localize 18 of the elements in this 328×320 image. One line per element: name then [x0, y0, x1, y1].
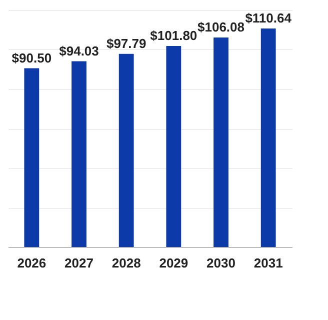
data-label: $97.79	[106, 36, 146, 51]
bar	[260, 28, 276, 247]
x-tick-label: 2029	[159, 256, 188, 270]
x-tick-label: 2026	[17, 256, 46, 270]
data-label: $110.64	[245, 10, 292, 26]
data-label: $101.80	[150, 28, 198, 43]
data-label: $106.08	[198, 19, 244, 34]
data-label: $94.03	[59, 43, 99, 58]
x-tick-label: 2028	[112, 256, 141, 270]
bar	[214, 37, 228, 247]
bar	[24, 68, 40, 247]
data-label: $90.50	[12, 50, 52, 66]
x-tick-label: 2031	[254, 256, 283, 270]
x-tick-label: 2030	[206, 256, 236, 270]
x-tick-label: 2027	[64, 256, 94, 270]
bar	[72, 61, 86, 247]
bar	[166, 46, 182, 247]
bar	[118, 54, 134, 247]
